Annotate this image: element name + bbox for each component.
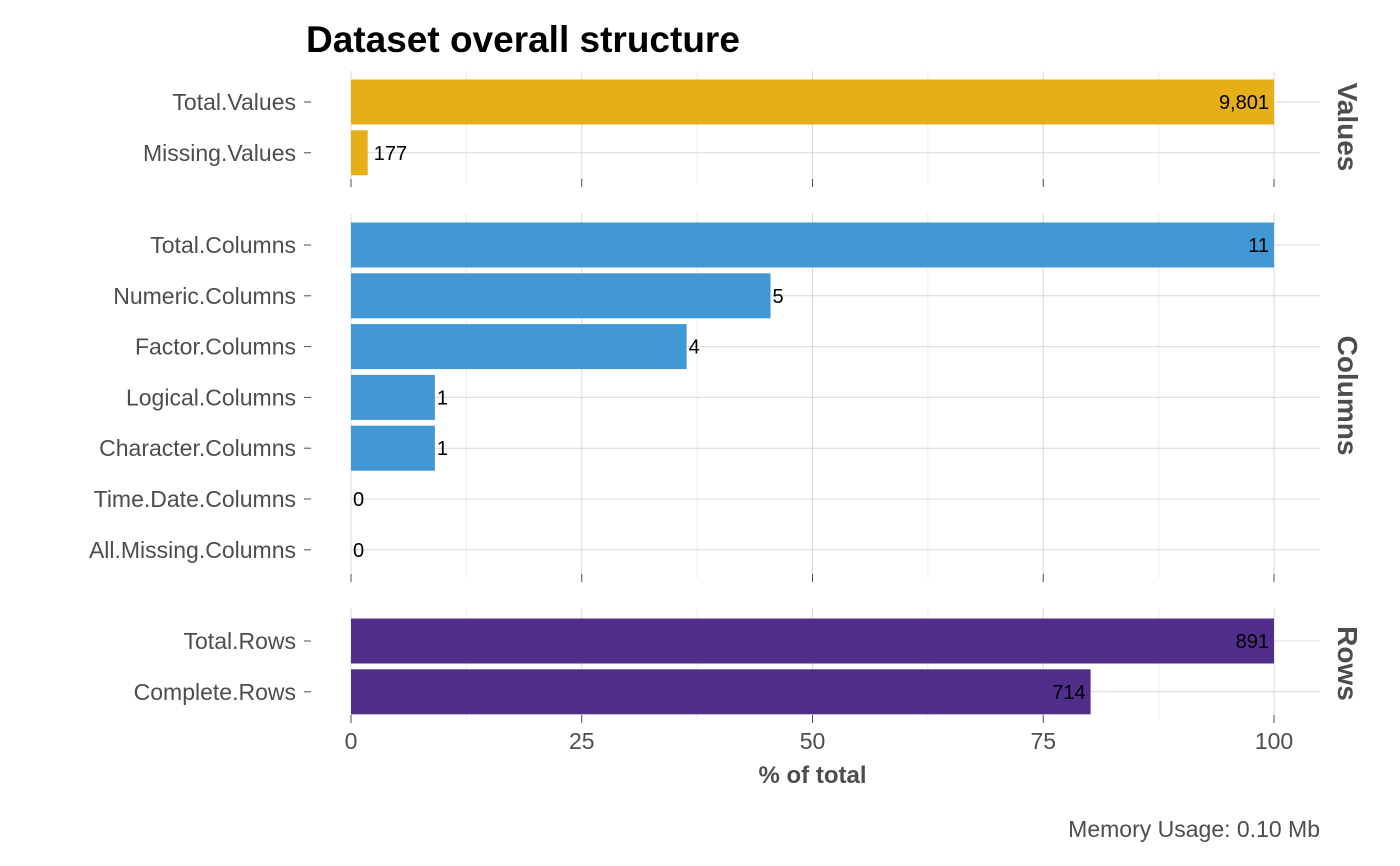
y-tick-label: Total.Rows (184, 628, 296, 654)
x-tick-label: 25 (569, 728, 595, 754)
y-tick-label: Character.Columns (99, 435, 296, 461)
bar-value-label: 5 (773, 286, 784, 308)
bar (351, 222, 1274, 268)
facet-strip-label: Values (1332, 83, 1363, 172)
y-tick-label: Complete.Rows (134, 679, 296, 705)
panel-values: Total.Values Missing.Values 9,801 177 Values (143, 71, 1363, 187)
y-tick-label: Factor.Columns (135, 334, 296, 360)
x-tick-label: 75 (1030, 728, 1056, 754)
y-tick-label: Missing.Values (143, 140, 296, 166)
y-tick-label: All.Missing.Columns (89, 537, 296, 563)
chart-title: Dataset overall structure (306, 19, 740, 60)
bar (351, 130, 368, 176)
x-tick-label: 50 (800, 728, 826, 754)
bar (351, 324, 687, 370)
bar-value-label: 714 (1052, 682, 1085, 704)
bar-value-label: 1 (437, 387, 448, 409)
y-tick-label: Total.Columns (150, 232, 296, 258)
x-axis-label: % of total (759, 762, 867, 789)
y-tick-label: Total.Values (172, 89, 296, 115)
panel-columns: Total.Columns Numeric.Columns Factor.Colum… (89, 213, 1363, 582)
bar-value-label: 4 (689, 337, 700, 359)
bar-value-label: 1 (437, 438, 448, 460)
bar (351, 79, 1274, 125)
bar (351, 273, 771, 319)
facet-strip-label: Columns (1332, 336, 1363, 456)
bar (351, 669, 1091, 715)
panel-rows: Total.Rows Complete.Rows 891 714 Rows (134, 608, 1363, 723)
bar (351, 374, 435, 420)
bar-value-label: 0 (353, 540, 364, 562)
x-tick-label: 0 (345, 728, 358, 754)
facet-strip-label: Rows (1332, 626, 1363, 701)
bar-value-label: 9,801 (1219, 92, 1269, 114)
bar (351, 618, 1274, 664)
y-tick-label: Time.Date.Columns (94, 486, 296, 512)
bar-value-label: 0 (353, 489, 364, 511)
x-tick-label: 100 (1255, 728, 1293, 754)
bar (351, 425, 435, 471)
bar-value-label: 11 (1248, 235, 1269, 257)
y-tick-label: Logical.Columns (126, 384, 296, 410)
bar-value-label: 891 (1236, 631, 1269, 653)
caption: Memory Usage: 0.10 Mb (1068, 816, 1320, 842)
y-tick-label: Numeric.Columns (113, 283, 296, 309)
bar-value-label: 177 (374, 143, 407, 165)
